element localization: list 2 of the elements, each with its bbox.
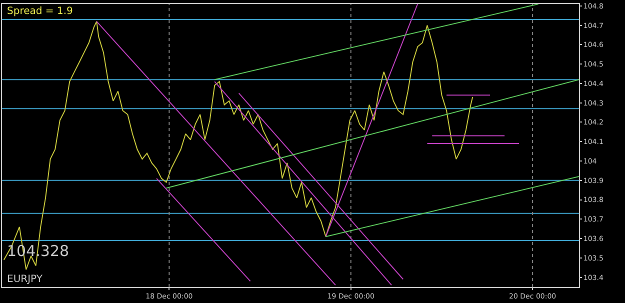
annotation: EURJPY [7, 274, 44, 285]
chart-title: Spread = 1.9 [7, 6, 73, 17]
